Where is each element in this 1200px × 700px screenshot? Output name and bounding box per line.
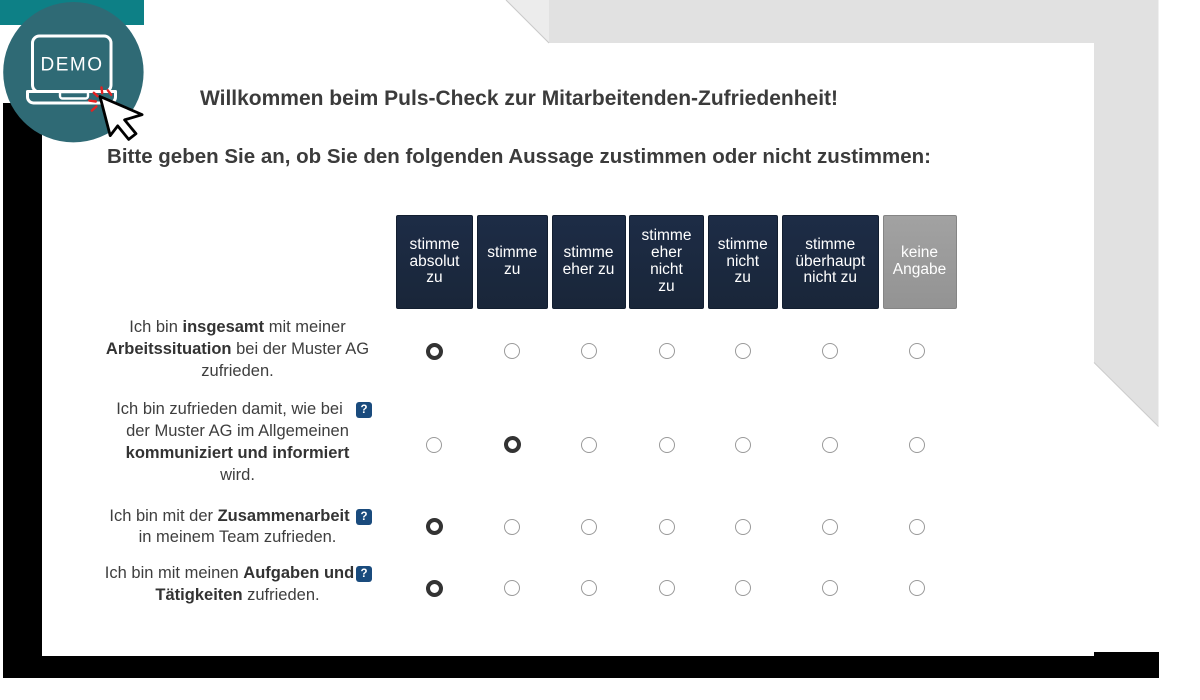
- svg-text:DEMO: DEMO: [41, 55, 104, 76]
